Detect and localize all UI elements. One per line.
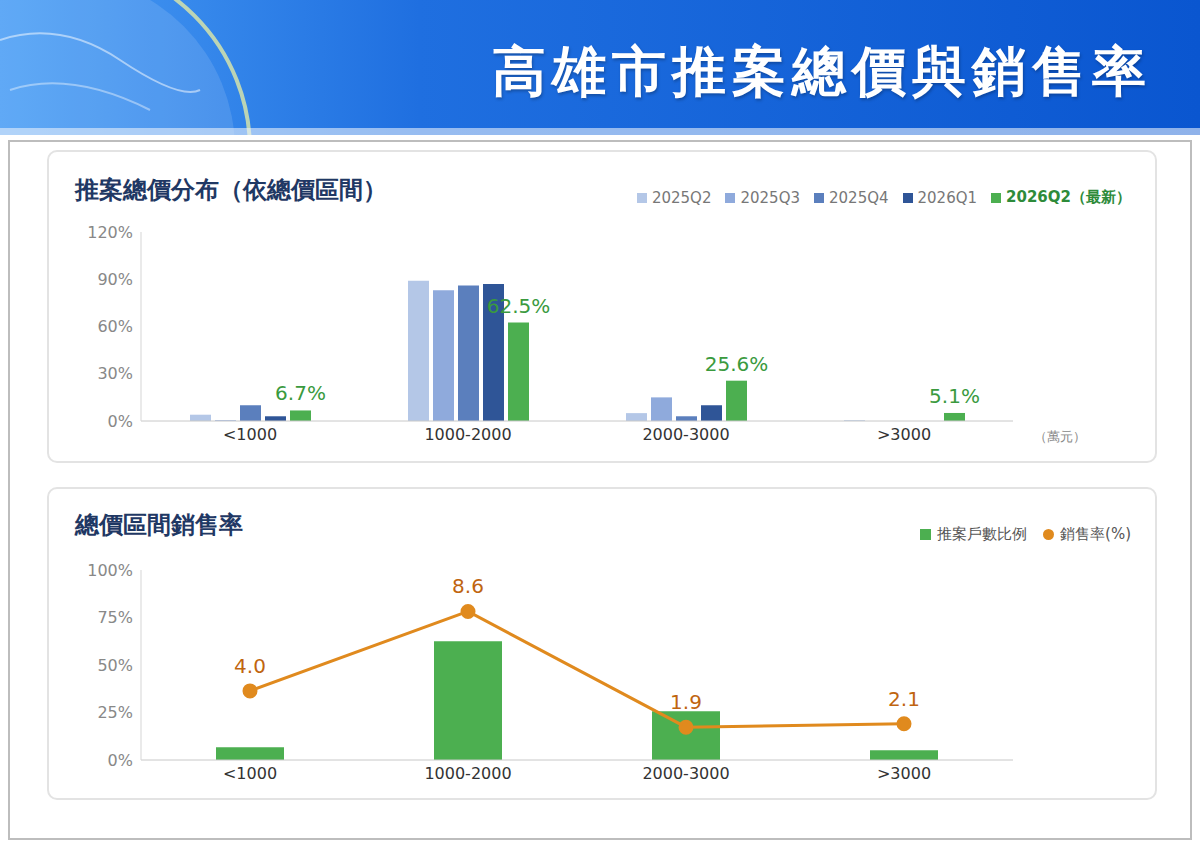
html-text:高雄市推案總價與銷售率: 高雄市推案總價與銷售率	[492, 40, 1152, 103]
svg-text:2000-3000: 2000-3000	[642, 764, 729, 783]
svg-text:90%: 90%	[97, 270, 133, 289]
svg-text:>3000: >3000	[877, 764, 931, 783]
html-text:推案總價分布（依總價區間）: 推案總價分布（依總價區間）	[75, 176, 387, 204]
svg-text:1000-2000: 1000-2000	[424, 764, 511, 783]
svg-text:100%: 100%	[87, 561, 133, 580]
html-text:2025Q2: 2025Q2	[651, 188, 712, 207]
svg-text:8.6: 8.6	[452, 574, 484, 598]
svg-text:30%: 30%	[97, 364, 133, 383]
svg-text:2.1: 2.1	[888, 687, 920, 711]
svg-text:1000-2000: 1000-2000	[424, 425, 511, 444]
svg-text:75%: 75%	[97, 608, 133, 627]
svg-text:25.6%: 25.6%	[705, 352, 769, 376]
html-text:銷售率(%): 銷售率(%)	[1060, 525, 1131, 543]
html-text:2026Q1: 2026Q1	[917, 188, 978, 207]
svg-text:4.0: 4.0	[234, 654, 266, 678]
html-text:2025Q3: 2025Q3	[740, 188, 800, 207]
svg-text:<1000: <1000	[223, 425, 277, 444]
svg-text:25%: 25%	[97, 703, 133, 722]
svg-text:>3000: >3000	[877, 425, 931, 444]
svg-text:0%: 0%	[108, 751, 133, 770]
svg-text:50%: 50%	[97, 656, 133, 675]
svg-text:0%: 0%	[108, 412, 133, 431]
svg-text:1.9: 1.9	[670, 690, 702, 714]
svg-text:6.7%: 6.7%	[275, 381, 326, 405]
svg-text:<1000: <1000	[223, 764, 277, 783]
html-text:2025Q4: 2025Q4	[829, 188, 889, 207]
svg-text:62.5%: 62.5%	[487, 294, 551, 318]
svg-text:2000-3000: 2000-3000	[642, 425, 729, 444]
html-text:推案戶數比例: 推案戶數比例	[937, 525, 1027, 543]
html-text:（萬元）: （萬元）	[1034, 429, 1086, 444]
html-text:2026Q2（最新）: 2026Q2（最新）	[1006, 188, 1131, 206]
svg-text:60%: 60%	[97, 317, 133, 336]
svg-text:5.1%: 5.1%	[929, 384, 980, 408]
svg-text:120%: 120%	[87, 223, 133, 242]
html-text:總價區間銷售率: 總價區間銷售率	[75, 511, 243, 539]
